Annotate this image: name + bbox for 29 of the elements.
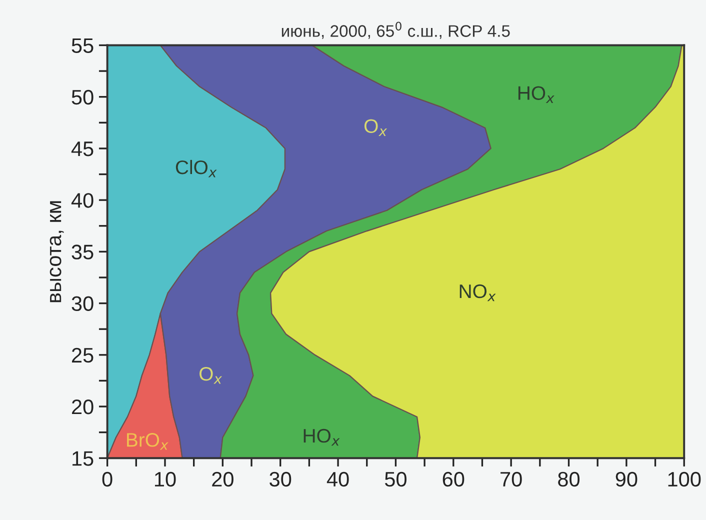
series-label: O$_{x}$ [200,366,222,384]
x-tick-label: 50 [384,472,406,487]
y-tick-label: 35 [72,244,94,260]
y-tick-label: 30 [72,296,94,312]
x-tick-label: 0 [102,472,112,487]
series-label: BrO$_{x}$ [127,433,168,450]
series-label: HO$_{x}$ [304,428,340,446]
y-tick-label: 55 [72,38,94,53]
y-tick-label: 45 [71,142,94,156]
y-tick-label: 50 [72,90,94,105]
text: O$_{x}$ [364,119,388,136]
text: HO$_{x}$ [518,86,554,103]
y-axis-title: высота, км [50,201,64,302]
x-tick-label: 80 [558,472,580,487]
series-label: NO$_{x}$ [460,284,496,302]
series-label: ClO$_{x}$ [176,160,217,178]
y-tick-label: 40 [71,193,94,208]
x-tick-label: 40 [326,472,349,487]
x-tick-label: 30 [270,472,292,487]
y-tick-label: 15 [72,451,94,466]
x-tick-label: 10 [154,472,176,487]
y-tick-label: 20 [72,400,94,414]
x-tick-label: 60 [442,472,464,487]
x-tick-label: 90 [616,472,638,487]
x-tick-label: 20 [212,472,234,487]
x-tick-label: 100 [668,472,701,487]
chart-title: июнь, 2000, 65$^{0}$ с.ш., RCP 4.5 [282,22,510,39]
x-tick-label: 70 [500,472,522,487]
y-tick-label: 25 [72,348,94,363]
